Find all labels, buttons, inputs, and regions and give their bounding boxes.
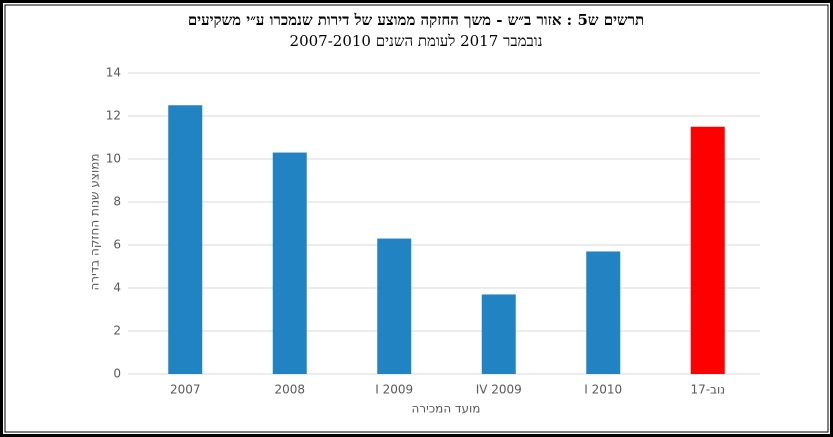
inner-frame — [4, 4, 829, 433]
y-tick-label: 10 — [106, 152, 121, 166]
x-tick-label: נוב-17 — [690, 383, 725, 397]
x-tick-label: IV 2009 — [476, 383, 522, 397]
bar — [168, 105, 203, 374]
bar — [481, 294, 516, 374]
y-tick-label: 14 — [106, 66, 121, 80]
x-tick-label: I 2010 — [584, 383, 622, 397]
y-tick-label: 12 — [106, 109, 121, 123]
y-tick-label: 0 — [113, 367, 121, 381]
y-axis-label: ממוצע שנות החזקה בדירה — [88, 153, 102, 290]
x-tick-label: 2008 — [274, 383, 305, 397]
bar — [377, 238, 412, 374]
y-tick-label: 8 — [113, 195, 121, 209]
y-tick-label: 6 — [113, 238, 121, 252]
chart-title: תרשים ש5 : אזור ב״ש - משך החזקה ממוצע של… — [188, 11, 644, 29]
x-axis-label: מועד המכירה — [412, 402, 481, 416]
bar — [586, 251, 621, 374]
y-tick-label: 4 — [113, 281, 121, 295]
x-tick-label: I 2009 — [375, 383, 413, 397]
bar — [272, 152, 307, 374]
bar — [690, 126, 725, 374]
chart-subtitle: נובמבר 2017 לעומת השנים 2007-2010 — [290, 32, 543, 50]
y-tick-label: 2 — [113, 324, 121, 338]
x-tick-label: 2007 — [170, 383, 201, 397]
